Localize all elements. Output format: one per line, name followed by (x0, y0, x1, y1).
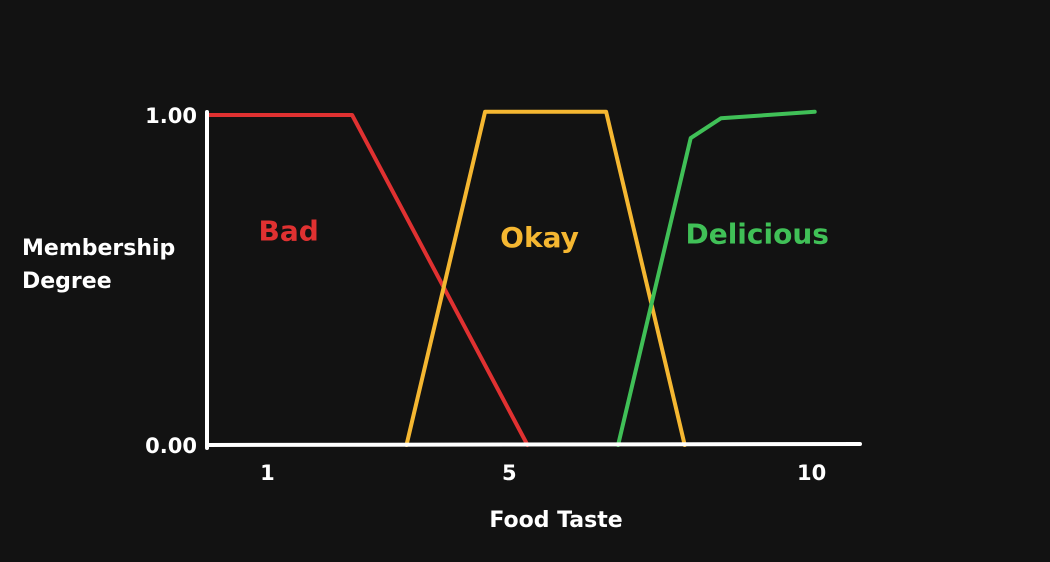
ticks-layer: 1 5 10 0.00 1.00 (145, 104, 826, 485)
x-tick-label-10: 10 (797, 461, 826, 485)
series-line-okay (404, 109, 687, 447)
series-line-bad (205, 113, 530, 447)
series-layer (205, 109, 817, 447)
y-axis-label-line-1: Membership (22, 236, 175, 261)
x-axis (205, 442, 862, 447)
axes-layer (205, 110, 862, 450)
y-tick-label-1.00: 1.00 (145, 104, 197, 128)
y-axis-label: Membership Degree (22, 236, 183, 294)
series-label-bad: Bad (258, 214, 318, 247)
x-tick-label-5: 5 (502, 461, 517, 485)
x-axis-label: Food Taste (489, 508, 622, 533)
series-labels-layer: Bad Okay Delicious (258, 214, 828, 254)
series-label-okay: Okay (500, 221, 579, 254)
series-label-delicious: Delicious (685, 218, 828, 251)
y-axis-label-line-2: Degree (22, 269, 112, 294)
x-tick-label-1: 1 (260, 461, 275, 485)
series-line-delicious (616, 109, 817, 447)
y-tick-label-0.00: 0.00 (145, 434, 197, 458)
